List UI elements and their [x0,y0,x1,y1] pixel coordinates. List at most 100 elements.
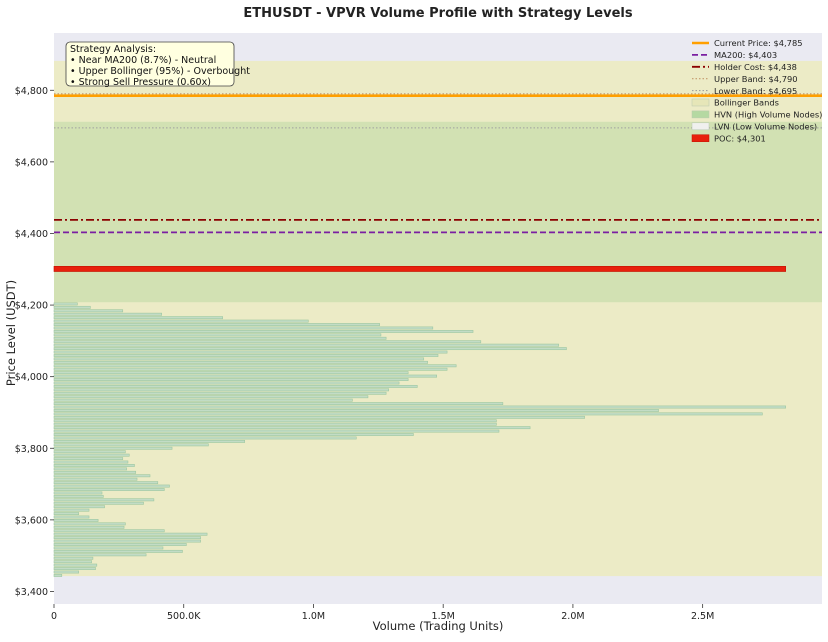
volume-bar [53,563,98,567]
volume-bar [53,481,159,485]
volume-bar [53,364,457,368]
volume-bars [53,302,786,577]
volume-bar [53,539,201,543]
volume-bar [53,477,138,481]
volume-bar [53,429,500,433]
y-tick-label: $4,800 [15,86,48,97]
volume-bar [53,439,246,443]
annotation-line: • Upper Bollinger (95%) - Overbought [70,66,250,77]
volume-bar [53,412,763,416]
volume-bar [53,340,482,344]
poc-bar [53,266,786,272]
legend-item-label: LVN (Low Volume Nodes) [714,122,817,132]
legend-item-label: Holder Cost: $4,438 [714,62,797,72]
volume-bar [53,546,164,550]
legend-item-label: Upper Band: $4,790 [714,74,798,84]
x-tick-label: 1.5M [432,611,455,622]
y-tick-label: $3,800 [15,444,48,455]
x-tick-label: 2.0M [561,611,584,622]
volume-bar [53,354,439,357]
volume-bar [53,488,165,491]
volume-bar [53,522,126,526]
volume-bar [53,433,414,436]
volume-bar [53,312,162,316]
volume-bar [53,460,129,464]
volume-bar [53,347,567,351]
volume-bar [53,549,183,553]
volume-bar [53,553,147,557]
volume-bar [53,302,78,306]
x-tick-label: 0 [51,611,57,622]
y-tick-label: $3,400 [15,587,48,598]
y-tick-label: $3,600 [15,515,48,526]
volume-bar [53,505,105,509]
legend-item-label: Lower Band: $4,695 [714,86,797,96]
volume-bar [53,498,155,502]
volume-bar [53,371,409,375]
legend-item-label: POC: $4,301 [714,133,766,143]
volume-bar [53,436,357,440]
volume-bar [53,525,125,529]
volume-bar [53,536,201,540]
volume-bar [53,402,504,406]
volume-bar [53,323,380,326]
legend-swatch [691,110,710,119]
volume-bar [53,501,144,505]
legend-item-label: Bollinger Bands [714,98,779,108]
volume-bar [53,350,448,354]
volume-bar [53,467,127,471]
legend-swatch [691,98,710,107]
volume-bar [53,336,387,340]
x-tick-label: 2.5M [691,611,714,622]
annotation-line: • Near MA200 (8.7%) - Neutral [70,55,216,66]
volume-bar [53,515,90,519]
legend-item-label: MA200: $4,403 [714,50,777,60]
volume-bar [53,464,135,467]
volume-bar [53,543,187,546]
strategy-annotation: Strategy Analysis: • Near MA200 (8.7%) -… [65,41,250,88]
legend-item-label: HVN (High Volume Nodes) [714,110,822,120]
volume-bar [53,453,130,457]
volume-bar [53,512,79,515]
volume-bar [53,529,165,533]
volume-bar [53,446,173,450]
y-tick-label: $4,200 [15,301,48,312]
plot-area: 0 500.0K 1.0M 1.5M 2.0M 2.5M $3,400 $3,600 $3,80… [15,33,822,622]
volume-bar [53,422,497,426]
volume-bar [53,316,223,320]
volume-bar [53,374,438,378]
x-tick-label: 1.0M [302,611,325,622]
volume-bar [53,333,382,337]
volume-bar [53,474,151,478]
volume-bar [53,556,94,560]
volume-bar [53,388,390,392]
volume-bar [53,409,659,412]
volume-bar [53,457,124,461]
volume-bar [53,378,409,381]
legend-item-label: Current Price: $4,785 [714,38,803,48]
volume-bar [53,360,428,364]
volume-bar [53,309,124,313]
y-tick-label: $4,000 [15,372,48,383]
volume-bar [53,519,99,522]
volume-bar [53,532,208,536]
x-axis-label: Volume (Trading Units) [373,619,504,633]
volume-bar [53,415,585,419]
volume-bar [53,326,434,330]
legend: Current Price: $4,785 MA200: $4,403 Holder… [691,38,822,143]
x-tick-label: 500.0K [167,611,201,622]
volume-bar [53,426,531,430]
volume-bar [53,567,96,570]
legend-swatch [691,122,710,131]
volume-bar [53,570,79,574]
volume-bar [53,491,103,495]
volume-bar [53,419,497,423]
volume-bar [53,384,418,388]
hvn-span [54,121,822,303]
annotation-heading: Strategy Analysis: [70,44,156,55]
volume-bar [53,560,92,564]
volume-bar [53,398,353,402]
volume-bar [53,574,63,577]
